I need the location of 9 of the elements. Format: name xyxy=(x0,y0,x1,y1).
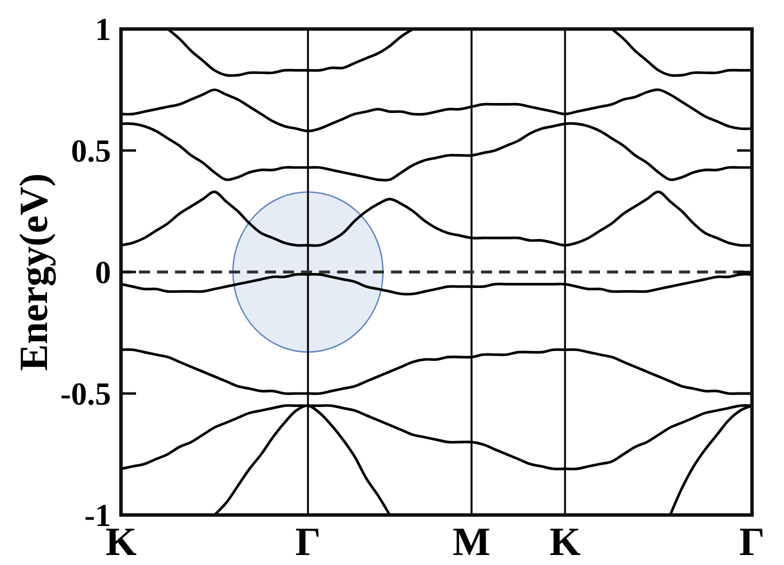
y-tick-label: 0.5 xyxy=(71,132,111,169)
x-tick-label: M xyxy=(452,519,490,564)
y-tick-label: 1 xyxy=(95,11,111,48)
x-tick-label: Γ xyxy=(739,519,765,564)
x-tick-label: Γ xyxy=(295,519,321,564)
y-axis-title: Energy(eV) xyxy=(11,173,56,371)
x-tick-label: K xyxy=(549,519,581,564)
y-tick-label: 0 xyxy=(95,254,111,290)
y-tick-label: -0.5 xyxy=(60,376,111,412)
